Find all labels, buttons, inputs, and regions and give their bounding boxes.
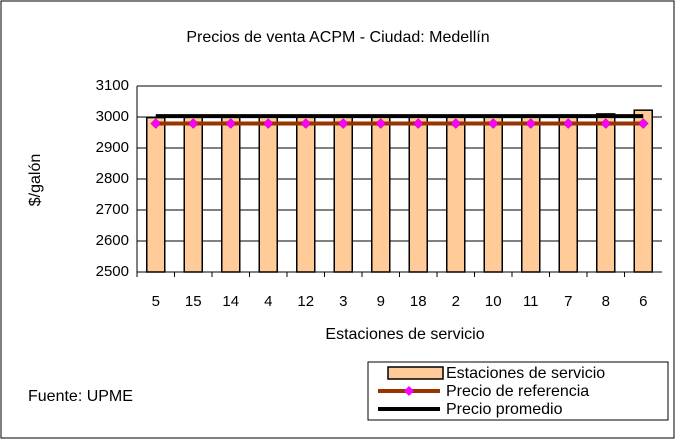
marker <box>412 118 424 129</box>
bar <box>483 115 503 273</box>
x-tick-label: 6 <box>639 293 647 310</box>
marker <box>262 118 274 129</box>
bar <box>446 115 466 273</box>
x-tick-label: 10 <box>485 293 502 310</box>
marker <box>637 118 649 129</box>
bar <box>333 115 353 273</box>
y-tick-label: 3000 <box>96 108 129 125</box>
marker <box>525 118 537 129</box>
legend-label: Estaciones de servicio <box>446 365 605 382</box>
bar <box>221 116 241 273</box>
x-tick-label: 12 <box>297 293 314 310</box>
legend-label: Precio de referencia <box>446 383 589 400</box>
marker <box>187 118 199 129</box>
y-tick-label: 2700 <box>96 201 129 218</box>
bar <box>258 116 278 273</box>
bar <box>596 113 616 273</box>
legend-swatch <box>387 366 444 380</box>
marker <box>375 118 387 129</box>
bar <box>183 116 203 273</box>
marker <box>300 118 312 129</box>
bar <box>558 114 578 273</box>
y-tick-label: 2600 <box>96 232 129 249</box>
y-tick-label: 2900 <box>96 139 129 156</box>
bar <box>633 109 653 273</box>
y-tick-label: 2500 <box>96 263 129 280</box>
legend-label: Precio promedio <box>446 401 563 418</box>
y-tick-label: 3100 <box>96 77 129 94</box>
legend-marker <box>404 386 414 396</box>
x-tick-label: 5 <box>152 293 160 310</box>
marker <box>337 118 349 129</box>
marker <box>450 118 462 129</box>
y-tick-label: 2800 <box>96 170 129 187</box>
marker <box>225 118 237 129</box>
bar <box>521 114 541 273</box>
source-note: Fuente: UPME <box>28 388 133 405</box>
x-tick-label: 2 <box>452 293 460 310</box>
marker <box>600 118 612 129</box>
x-axis-title: Estaciones de servicio <box>325 326 484 343</box>
marker <box>562 118 574 129</box>
x-tick-label: 4 <box>264 293 272 310</box>
bar <box>296 116 316 273</box>
marker <box>150 118 162 129</box>
marker <box>487 118 499 129</box>
x-tick-label: 3 <box>339 293 347 310</box>
x-tick-label: 15 <box>185 293 202 310</box>
bar <box>146 116 166 273</box>
x-tick-label: 7 <box>564 293 572 310</box>
x-tick-label: 8 <box>602 293 610 310</box>
bar <box>408 115 428 273</box>
x-tick-label: 9 <box>377 293 385 310</box>
bar <box>371 115 391 273</box>
x-tick-label: 14 <box>222 293 239 310</box>
x-tick-label: 11 <box>523 293 539 310</box>
x-tick-label: 18 <box>410 293 427 310</box>
chart-title: Precios de venta ACPM - Ciudad: Medellín <box>186 29 489 46</box>
y-axis-title: $/galón <box>27 154 44 207</box>
